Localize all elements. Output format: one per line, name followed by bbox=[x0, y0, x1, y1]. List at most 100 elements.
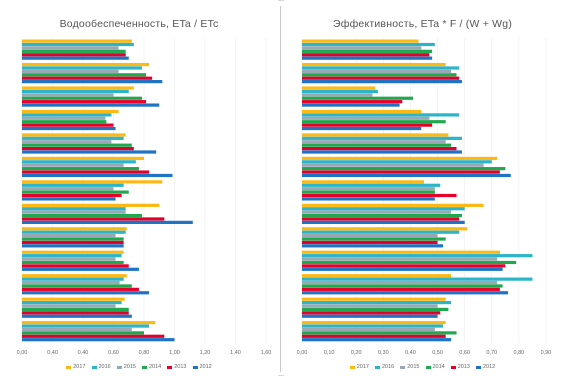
bar-2016 bbox=[302, 89, 378, 94]
legend-swatch bbox=[400, 365, 406, 369]
legend-item: 2017 bbox=[349, 364, 369, 370]
legend-swatch bbox=[425, 365, 431, 369]
legend-label: 2014 bbox=[432, 364, 445, 370]
bar-2017 bbox=[302, 86, 376, 90]
x-tick-label: 0,30 bbox=[378, 350, 389, 356]
bar-2012 bbox=[22, 267, 139, 271]
bar-2016 bbox=[302, 42, 435, 47]
bar-2016 bbox=[22, 230, 126, 234]
legend-item: 2014 bbox=[425, 364, 445, 370]
bar-2016 bbox=[302, 254, 533, 258]
bar-2017 bbox=[22, 62, 150, 67]
bar-2014 bbox=[302, 120, 446, 124]
bar-2012 bbox=[302, 150, 462, 154]
bar-2013 bbox=[302, 264, 506, 268]
bar-2015 bbox=[302, 93, 373, 97]
bar-2014 bbox=[302, 213, 462, 218]
bar-2014 bbox=[22, 260, 124, 265]
legend-item: 2014 bbox=[142, 364, 161, 370]
x-tick-label: 0,00 bbox=[297, 350, 308, 356]
bar-2016 bbox=[302, 160, 492, 164]
bar-2012 bbox=[22, 126, 116, 131]
bar-2015 bbox=[302, 46, 422, 50]
bar-2014 bbox=[302, 96, 414, 100]
bar-2013 bbox=[22, 53, 126, 57]
bar-2016 bbox=[22, 183, 124, 187]
bar-2012 bbox=[22, 80, 163, 84]
bar-2017 bbox=[22, 133, 126, 137]
bar-2013 bbox=[302, 170, 500, 174]
legend-label: 2013 bbox=[457, 364, 470, 370]
bar-2016 bbox=[302, 207, 465, 211]
bar-2013 bbox=[22, 193, 122, 198]
bar-2014 bbox=[22, 237, 124, 241]
bar-2017 bbox=[22, 227, 127, 231]
x-tick-label: 1,00 bbox=[169, 350, 180, 356]
bar-2014 bbox=[302, 260, 517, 265]
legend-swatch bbox=[192, 365, 198, 369]
bar-2013 bbox=[302, 311, 441, 315]
bar-2017 bbox=[22, 39, 132, 43]
bar-2014 bbox=[22, 284, 132, 288]
bar-2014 bbox=[22, 73, 147, 77]
bar-2012 bbox=[22, 220, 193, 224]
bar-2012 bbox=[22, 56, 129, 60]
legend-item: 2015 bbox=[116, 364, 136, 370]
bar-2017 bbox=[302, 203, 484, 207]
bar-2014 bbox=[302, 307, 449, 312]
x-tick-label: 0,50 bbox=[432, 350, 443, 356]
bar-2013 bbox=[302, 287, 500, 291]
bar-2017 bbox=[22, 250, 124, 254]
legend-swatch bbox=[66, 365, 72, 369]
bar-2012 bbox=[302, 197, 435, 201]
legend-item: 2013 bbox=[167, 364, 187, 370]
bar-2017 bbox=[302, 274, 452, 278]
legend-item: 2017 bbox=[66, 364, 86, 370]
bar-2015 bbox=[302, 327, 435, 332]
bar-2017 bbox=[302, 297, 446, 301]
bar-2012 bbox=[302, 244, 443, 248]
bar-2012 bbox=[22, 173, 173, 178]
legend-item: 2012 bbox=[192, 364, 212, 370]
bar-2013 bbox=[22, 100, 147, 104]
legend-label: 2015 bbox=[123, 364, 136, 370]
bar-2013 bbox=[302, 53, 430, 57]
x-tick-label: 0,70 bbox=[486, 350, 497, 356]
x-tick-label: 1,20 bbox=[200, 350, 211, 356]
bar-2017 bbox=[302, 180, 424, 184]
legend-item: 2013 bbox=[450, 364, 470, 370]
bar-2015 bbox=[22, 140, 112, 144]
bar-2017 bbox=[22, 297, 125, 301]
bar-2016 bbox=[302, 300, 452, 305]
bar-2013 bbox=[22, 287, 139, 291]
bar-2016 bbox=[302, 113, 460, 117]
chart-panel-efficiency: Эффективность, ETa * F / (W + Wg) 0,00 0,… bbox=[284, 0, 561, 376]
bar-2017 bbox=[302, 227, 468, 231]
bar-2015 bbox=[22, 327, 132, 332]
bar-2014 bbox=[302, 284, 503, 288]
chart-panel-water-supply: Водообеспеченность, ETa / ETc 0,00 0,40 0,… bbox=[0, 0, 278, 376]
water-supply-chart: 0,00 0,40 0,40 0,60 0,80 1,00 1,20 1,40 1,60 bbox=[17, 38, 271, 356]
bar-2017 bbox=[302, 156, 498, 161]
bar-2017 bbox=[302, 39, 419, 43]
bar-2013 bbox=[302, 193, 457, 198]
x-tick-label: 1,40 bbox=[230, 350, 241, 356]
bar-2012 bbox=[302, 220, 465, 224]
bar-2014 bbox=[302, 190, 435, 194]
bar-2013 bbox=[302, 146, 457, 151]
bar-2012 bbox=[302, 291, 509, 295]
bar-2014 bbox=[302, 237, 446, 241]
legend-label: 2016 bbox=[382, 364, 395, 370]
x-tick-label: 0,40 bbox=[405, 350, 416, 356]
x-tick-label: 0,20 bbox=[351, 350, 362, 356]
bar-2013 bbox=[302, 217, 460, 221]
bar-2017 bbox=[302, 109, 422, 114]
legend-label: 2015 bbox=[407, 364, 420, 370]
legend-item: 2015 bbox=[400, 364, 420, 370]
bar-2012 bbox=[302, 314, 438, 318]
bar-2017 bbox=[22, 321, 156, 325]
legend-item: 2016 bbox=[375, 364, 394, 370]
bar-2012 bbox=[22, 314, 132, 318]
bar-2012 bbox=[302, 80, 462, 84]
bar-2016 bbox=[302, 277, 533, 281]
